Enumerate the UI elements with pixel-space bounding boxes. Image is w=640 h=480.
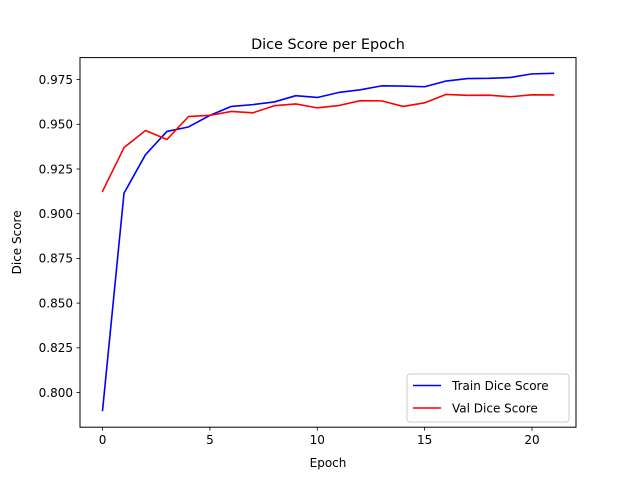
val-dice-line [101,93,555,193]
legend: Train Dice Score Val Dice Score [406,373,570,423]
y-tick-label: 0.875 [39,252,73,266]
series-layer [101,72,555,412]
y-axis-label: Dice Score [10,210,24,274]
x-tick-label: 0 [99,433,107,447]
x-axis-ticks: 0 5 10 15 20 [99,427,540,447]
plot-frame [79,57,577,428]
y-tick-label: 0.900 [39,207,73,221]
legend-label-val: Val Dice Score [452,402,538,416]
y-tick-label: 0.975 [39,73,73,87]
legend-box [406,373,570,423]
train-dice-line [101,72,555,412]
x-tick-label: 10 [310,433,325,447]
y-tick-label: 0.800 [39,386,73,400]
y-tick-label: 0.950 [39,118,73,132]
y-tick-label: 0.925 [39,162,73,176]
x-tick-label: 5 [206,433,214,447]
y-axis-ticks: 0.800 0.825 0.850 0.875 0.900 0.925 0.950 0.975 [39,73,80,400]
x-tick-label: 20 [524,433,539,447]
x-axis-label: Epoch [310,456,347,470]
y-tick-label: 0.825 [39,341,73,355]
legend-label-train: Train Dice Score [451,379,549,393]
chart-title: Dice Score per Epoch [251,37,405,53]
x-tick-label: 15 [417,433,432,447]
y-tick-label: 0.850 [39,296,73,310]
